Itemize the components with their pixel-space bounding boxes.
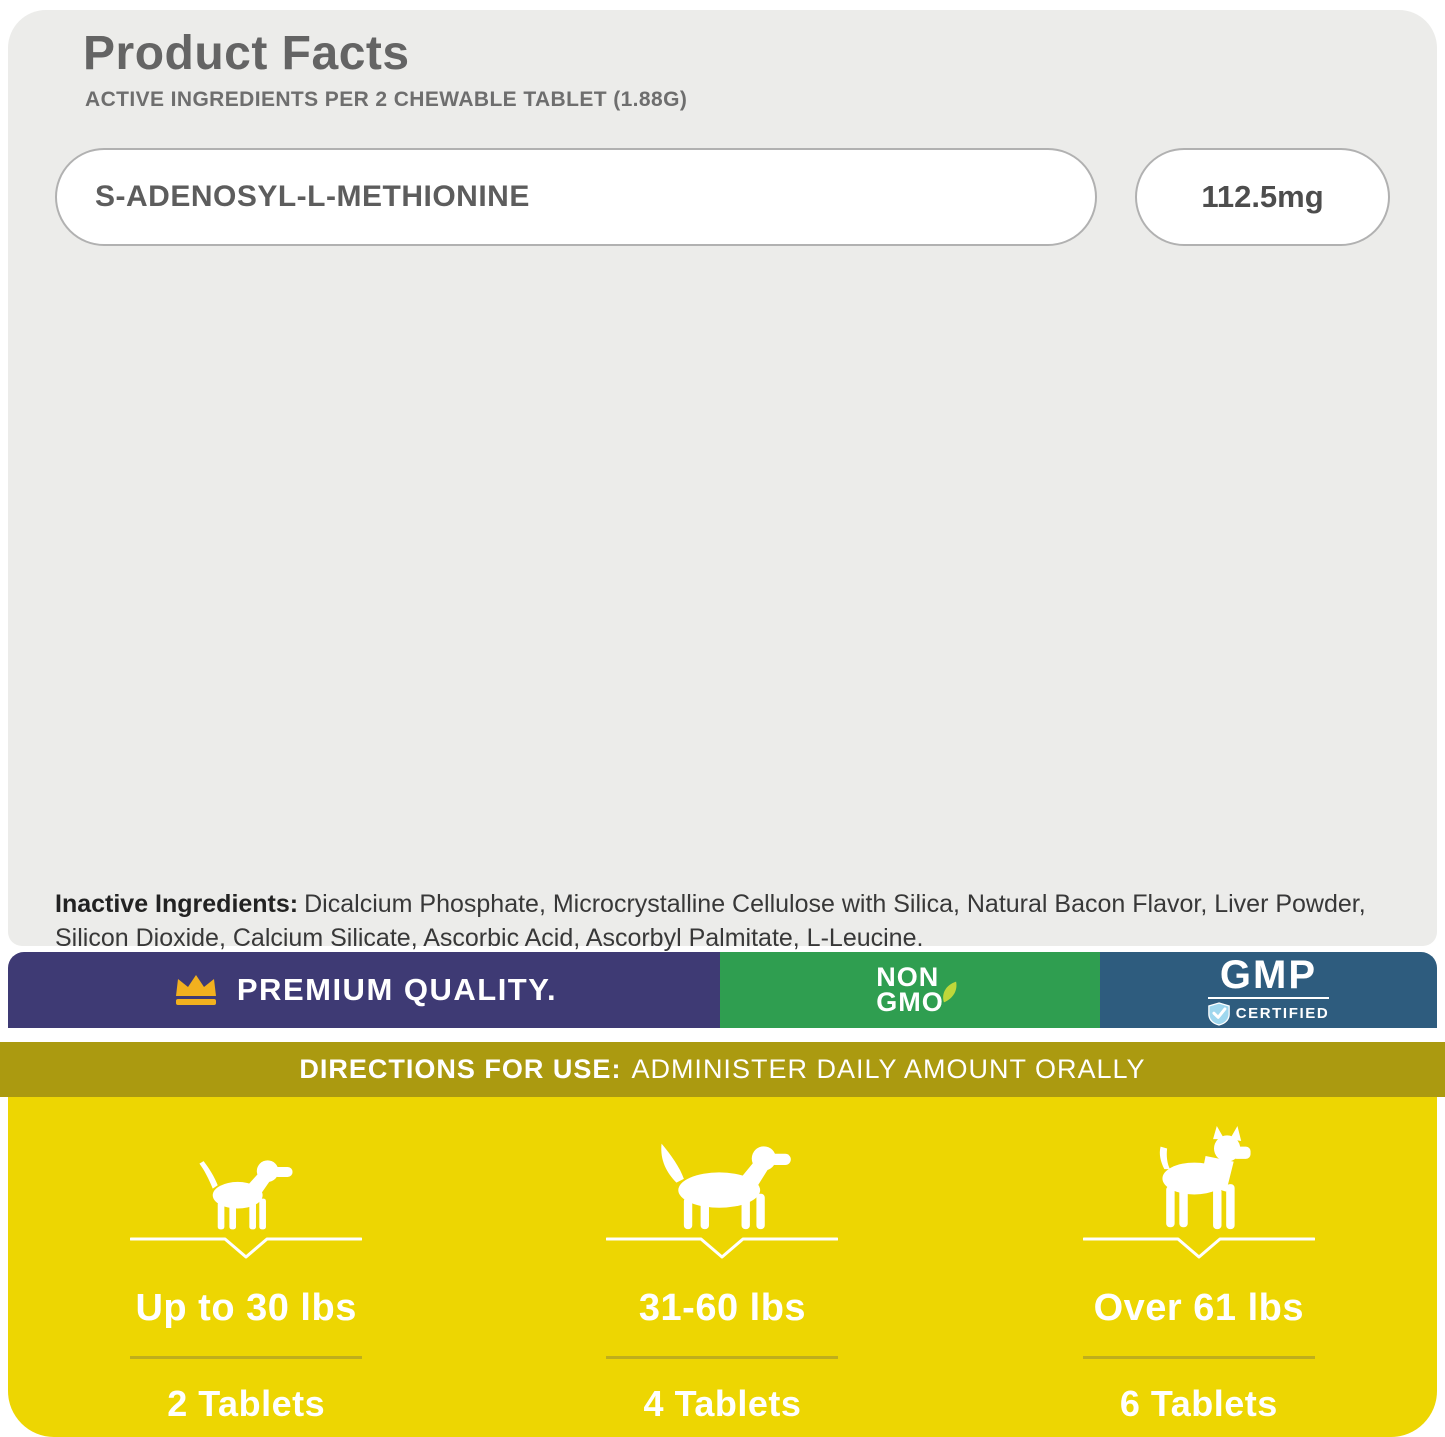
dosage-column-small: Up to 30 lbs 2 Tablets xyxy=(8,1097,484,1437)
directions-bar: DIRECTIONS FOR USE: ADMINISTER DAILY AMO… xyxy=(0,1042,1445,1097)
divider xyxy=(130,1356,363,1359)
divider xyxy=(606,1356,839,1359)
non-gmo-label: NON GMO xyxy=(876,962,957,1017)
leaf-icon xyxy=(942,981,957,1003)
non-gmo-line1: NON xyxy=(876,962,940,992)
small-dog-icon xyxy=(199,1160,293,1230)
non-gmo-badge: NON GMO xyxy=(720,952,1100,1028)
pointer-bracket xyxy=(606,1237,839,1259)
inactive-ingredients-label: Inactive Ingredients: xyxy=(55,890,299,918)
dosage-section: Up to 30 lbs 2 Tablets xyxy=(8,1097,1437,1437)
gmp-certified-badge: GMP CERTIFIED xyxy=(1100,952,1437,1028)
crown-icon xyxy=(175,975,216,1005)
pointer-bracket xyxy=(130,1237,363,1259)
pointer-bracket xyxy=(1082,1237,1315,1259)
weight-range: Over 61 lbs xyxy=(1093,1287,1305,1329)
dosage-column-large: Over 61 lbs 6 Tablets xyxy=(961,1097,1437,1437)
weight-range: 31-60 lbs xyxy=(638,1287,807,1329)
directions-label: DIRECTIONS FOR USE: xyxy=(299,1054,622,1084)
ingredient-name-pill: S-ADENOSYL-L-METHIONINE xyxy=(55,148,1097,246)
medium-dog-icon xyxy=(661,1143,792,1230)
inactive-ingredients: Inactive Ingredients: Dicalcium Phosphate… xyxy=(55,887,1390,955)
dose-amount: 2 Tablets xyxy=(167,1383,326,1424)
certification-badge-bar: PREMIUM QUALITY. NON GMO GMP CERTIFIED xyxy=(8,952,1437,1028)
dose-amount: 4 Tablets xyxy=(643,1383,802,1424)
shield-check-icon xyxy=(1207,1001,1230,1026)
non-gmo-line2: GMO xyxy=(876,987,944,1017)
gmp-label: GMP xyxy=(1219,952,1318,997)
weight-range: Up to 30 lbs xyxy=(135,1287,357,1329)
divider xyxy=(1082,1356,1315,1359)
active-ingredient-row: S-ADENOSYL-L-METHIONINE 112.5mg xyxy=(55,148,1390,246)
premium-quality-label: PREMIUM QUALITY. xyxy=(236,972,558,1007)
product-facts-card: Product Facts ACTIVE INGREDIENTS PER 2 C… xyxy=(8,10,1437,952)
large-dog-icon xyxy=(1159,1126,1251,1230)
ingredient-amount-pill: 112.5mg xyxy=(1135,148,1390,246)
page-title: Product Facts xyxy=(83,27,410,80)
dose-amount: 6 Tablets xyxy=(1119,1383,1278,1424)
gmp-certified-label: CERTIFIED xyxy=(1235,1005,1330,1022)
premium-quality-badge: PREMIUM QUALITY. xyxy=(8,952,720,1028)
inactive-ingredients-text: Dicalcium Phosphate, Microcrystalline Ce… xyxy=(55,890,1366,952)
directions-text: ADMINISTER DAILY AMOUNT ORALLY xyxy=(631,1054,1146,1084)
dosage-column-medium: 31-60 lbs 4 Tablets xyxy=(484,1097,960,1437)
page-subtitle: ACTIVE INGREDIENTS PER 2 CHEWABLE TABLET… xyxy=(85,88,688,111)
